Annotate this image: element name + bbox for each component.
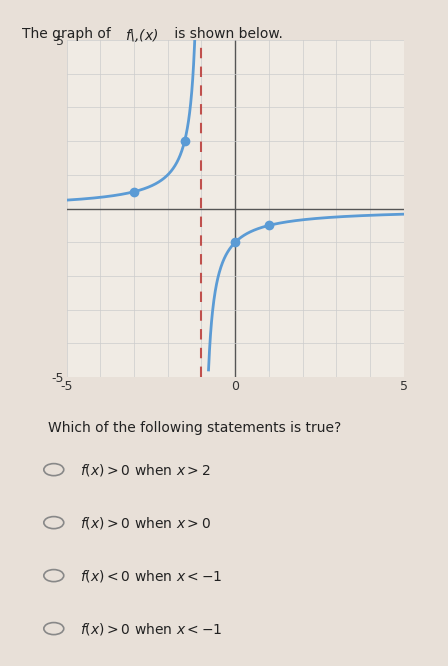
Text: $f(x) > 0$ when $x < -1$: $f(x) > 0$ when $x < -1$: [80, 621, 222, 637]
Text: $f(x) < 0$ when $x < -1$: $f(x) < 0$ when $x < -1$: [80, 567, 222, 583]
Text: The graph of: The graph of: [22, 27, 116, 41]
Text: Which of the following statements is true?: Which of the following statements is tru…: [48, 422, 341, 436]
Text: $f(x) > 0$ when $x > 0$: $f(x) > 0$ when $x > 0$: [80, 515, 211, 531]
Text: $f(x) > 0$ when $x > 2$: $f(x) > 0$ when $x > 2$: [80, 462, 211, 478]
Text: is shown below.: is shown below.: [170, 27, 283, 41]
Text: $f$\,(x): $f$\,(x): [125, 27, 159, 44]
